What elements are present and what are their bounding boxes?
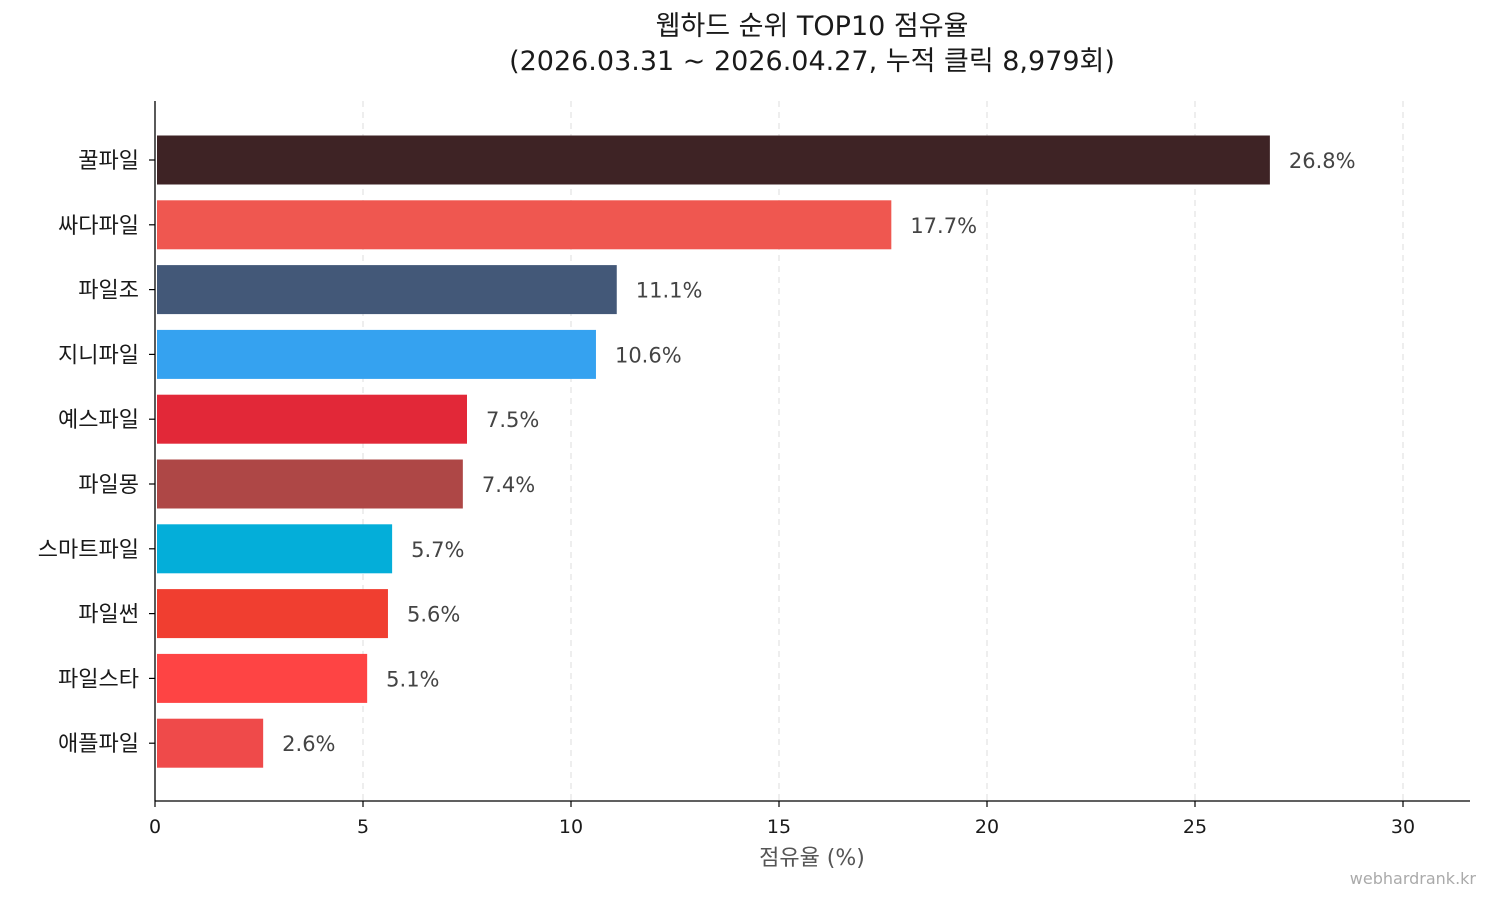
chart-subtitle: (2026.03.31 ~ 2026.04.27, 누적 클릭 8,979회) <box>509 46 1115 77</box>
bar <box>157 265 617 315</box>
chart-title: 웹하드 순위 TOP10 점유율 <box>656 11 969 42</box>
bar <box>157 200 892 250</box>
x-tick-label: 15 <box>767 816 791 838</box>
x-tick-label: 30 <box>1391 816 1415 838</box>
y-tick-label: 꿀파일 <box>78 149 139 174</box>
y-tick-label: 파일조 <box>78 279 139 304</box>
value-label: 17.7% <box>910 214 977 238</box>
bar <box>157 394 467 444</box>
y-tick-label: 예스파일 <box>58 408 139 433</box>
x-tick-label: 5 <box>357 816 369 838</box>
x-tick-label: 10 <box>559 816 583 838</box>
y-tick-label: 파일몽 <box>78 473 139 498</box>
x-tick-label: 20 <box>975 816 999 838</box>
value-label: 10.6% <box>615 343 682 367</box>
value-label: 26.8% <box>1289 149 1356 173</box>
y-tick-label: 애플파일 <box>58 732 139 757</box>
value-label: 7.4% <box>482 473 535 497</box>
bar <box>157 459 463 509</box>
value-label: 5.1% <box>386 667 439 691</box>
x-tick-label: 25 <box>1183 816 1207 838</box>
bar <box>157 589 388 639</box>
y-tick-label: 파일스타 <box>58 667 139 692</box>
y-tick-label: 파일썬 <box>78 603 139 628</box>
bar <box>157 135 1270 185</box>
y-tick-label: 지니파일 <box>58 343 139 368</box>
bars-group <box>157 135 1270 768</box>
value-label: 7.5% <box>486 408 539 432</box>
value-label: 5.6% <box>407 603 460 627</box>
y-tick-label: 싸다파일 <box>58 214 139 239</box>
bar <box>157 653 368 703</box>
value-label: 2.6% <box>282 732 335 756</box>
y-tick-label: 스마트파일 <box>38 538 139 563</box>
bar <box>157 524 393 574</box>
bar <box>157 329 596 379</box>
value-labels: 26.8% 17.7% 11.1% 10.6% 7.5% 7.4% 5.7% 5.6% 5.1%… <box>282 149 1355 756</box>
value-label: 5.7% <box>411 538 464 562</box>
x-tick-labels: 0 5 10 15 20 25 30 <box>149 801 1415 838</box>
bar <box>157 718 264 768</box>
value-label: 11.1% <box>636 279 703 303</box>
watermark: webhardrank.kr <box>1350 869 1477 888</box>
x-tick-label: 0 <box>149 816 161 838</box>
x-axis-label: 점유율 (%) <box>759 846 865 871</box>
